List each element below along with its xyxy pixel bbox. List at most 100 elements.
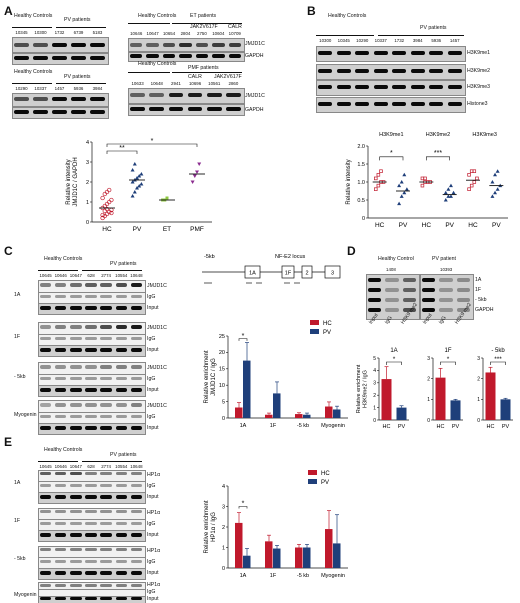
band bbox=[100, 283, 112, 287]
y-tick-label: 2 bbox=[86, 180, 89, 186]
band bbox=[429, 85, 444, 89]
band bbox=[130, 348, 143, 352]
y-tick-label: 0 bbox=[477, 418, 480, 424]
band bbox=[90, 110, 105, 114]
lane-number: 10647 bbox=[69, 464, 82, 469]
data-point bbox=[192, 174, 197, 178]
band bbox=[130, 325, 143, 329]
lane-number: 10709 bbox=[228, 31, 241, 36]
legend-label: PV bbox=[321, 480, 329, 486]
lane-number: 2774 bbox=[101, 273, 112, 278]
band bbox=[115, 283, 128, 287]
bar bbox=[235, 522, 243, 568]
group-label-hc: Healthy Controls bbox=[138, 13, 177, 19]
band bbox=[52, 110, 67, 114]
y-axis-label: JMJD1C / IgG bbox=[211, 358, 217, 396]
band bbox=[115, 348, 128, 352]
region-label: - 5kb bbox=[14, 374, 26, 380]
lane-number: 5936 bbox=[431, 38, 442, 43]
band bbox=[39, 283, 52, 287]
group-underline bbox=[128, 72, 170, 73]
band bbox=[130, 584, 143, 587]
lane-number: 628 bbox=[87, 464, 95, 469]
lane-number: 10645 bbox=[39, 464, 52, 469]
band bbox=[54, 533, 67, 537]
band bbox=[100, 426, 112, 430]
group-underline bbox=[12, 27, 52, 28]
x-tick-label: HC bbox=[422, 222, 432, 229]
significance-bracket bbox=[238, 506, 248, 509]
x-tick-label: ET bbox=[163, 226, 171, 233]
band bbox=[54, 472, 67, 475]
lane-number: 2941 bbox=[171, 81, 181, 86]
lane-number: 3984 bbox=[92, 86, 103, 91]
lane-number: 10648 bbox=[150, 81, 163, 86]
band bbox=[149, 107, 165, 111]
band bbox=[70, 388, 82, 392]
bar bbox=[485, 372, 496, 420]
band bbox=[70, 510, 82, 513]
band bbox=[422, 298, 436, 302]
row-label: HP1α bbox=[147, 510, 161, 516]
band bbox=[115, 495, 128, 499]
bar bbox=[303, 547, 311, 568]
lane-number: 2774 bbox=[101, 464, 112, 469]
band bbox=[14, 110, 29, 114]
band bbox=[439, 288, 453, 292]
band bbox=[54, 522, 67, 525]
blot-histone3 bbox=[316, 97, 466, 113]
lane-number: 10645 bbox=[39, 273, 52, 278]
lane-number: 10337 bbox=[374, 38, 387, 43]
group-label-et: ET patients bbox=[190, 13, 217, 19]
legend-swatch bbox=[308, 470, 317, 475]
band bbox=[39, 325, 52, 329]
group-label-pmf: PMF patients bbox=[188, 65, 219, 71]
band bbox=[129, 54, 143, 58]
band bbox=[130, 495, 143, 499]
band bbox=[422, 308, 436, 312]
jak2-label: JAK2V617F bbox=[190, 24, 218, 30]
band bbox=[54, 403, 67, 407]
band bbox=[410, 85, 425, 89]
row-label: Input bbox=[147, 532, 159, 538]
y-tick-label: 3 bbox=[86, 160, 89, 166]
band bbox=[39, 337, 52, 340]
y-tick-label: 2 bbox=[477, 376, 480, 382]
data-point bbox=[399, 180, 404, 184]
y-tick-label: 0 bbox=[86, 220, 89, 226]
row-label: IgG bbox=[147, 521, 156, 527]
band bbox=[392, 85, 407, 89]
band bbox=[54, 415, 67, 418]
band bbox=[456, 278, 470, 282]
band bbox=[71, 97, 86, 101]
band bbox=[90, 43, 105, 47]
band bbox=[100, 415, 112, 418]
data-point bbox=[493, 190, 498, 195]
band bbox=[115, 377, 128, 380]
legend-swatch bbox=[310, 320, 319, 325]
x-tick-label: HC bbox=[383, 424, 391, 430]
lane-number: 1732 bbox=[394, 38, 405, 43]
band bbox=[355, 69, 370, 73]
x-tick-label: PV bbox=[492, 222, 501, 229]
band bbox=[39, 295, 52, 298]
row-label: Input bbox=[147, 494, 159, 500]
band bbox=[54, 283, 67, 287]
data-point bbox=[137, 184, 142, 188]
chart-b-dot-plot: 0 0.5 1.0 1.5 2.0 Relative intensity H3K9me1 H3… bbox=[346, 132, 508, 229]
band bbox=[429, 69, 444, 73]
y-tick-label: 2 bbox=[373, 393, 376, 399]
exon-label: 1F bbox=[285, 271, 292, 277]
exon-label: 1A bbox=[249, 271, 256, 277]
band bbox=[447, 51, 462, 55]
data-point bbox=[102, 191, 107, 197]
blot-jmjd1c bbox=[128, 88, 245, 104]
data-point bbox=[165, 196, 169, 200]
y-tick-label: 4 bbox=[373, 368, 376, 374]
band bbox=[179, 54, 192, 58]
row-label: JMJD1C bbox=[245, 41, 265, 47]
blot-h3k9me1 bbox=[316, 46, 466, 62]
data-point bbox=[472, 169, 477, 173]
lane-number: 10647 bbox=[69, 273, 82, 278]
band bbox=[100, 472, 112, 475]
